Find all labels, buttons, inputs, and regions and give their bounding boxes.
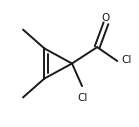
Text: O: O — [102, 13, 110, 23]
Text: Cl: Cl — [122, 55, 132, 65]
Text: Cl: Cl — [78, 93, 88, 103]
